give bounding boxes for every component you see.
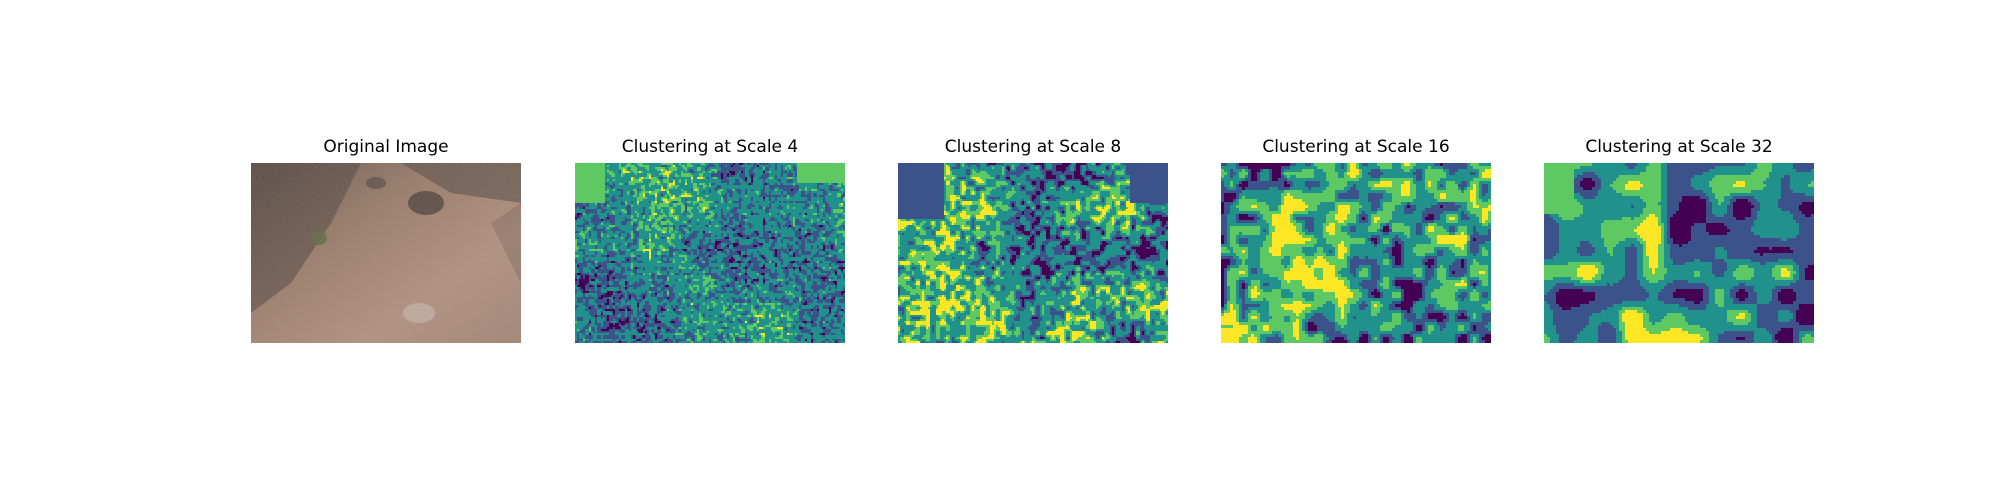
cluster-map-scale-8 — [898, 163, 1168, 343]
panel-title: Clustering at Scale 8 — [898, 137, 1168, 157]
cluster-map-scale-32 — [1544, 163, 1814, 343]
panel-title: Clustering at Scale 32 — [1544, 137, 1814, 157]
panel-title: Clustering at Scale 16 — [1221, 137, 1491, 157]
cluster-map-scale-16 — [1221, 163, 1491, 343]
cluster-map-scale-4 — [575, 163, 845, 343]
panel-title: Original Image — [251, 137, 521, 157]
panel-title: Clustering at Scale 4 — [575, 137, 845, 157]
original-image — [251, 163, 521, 343]
